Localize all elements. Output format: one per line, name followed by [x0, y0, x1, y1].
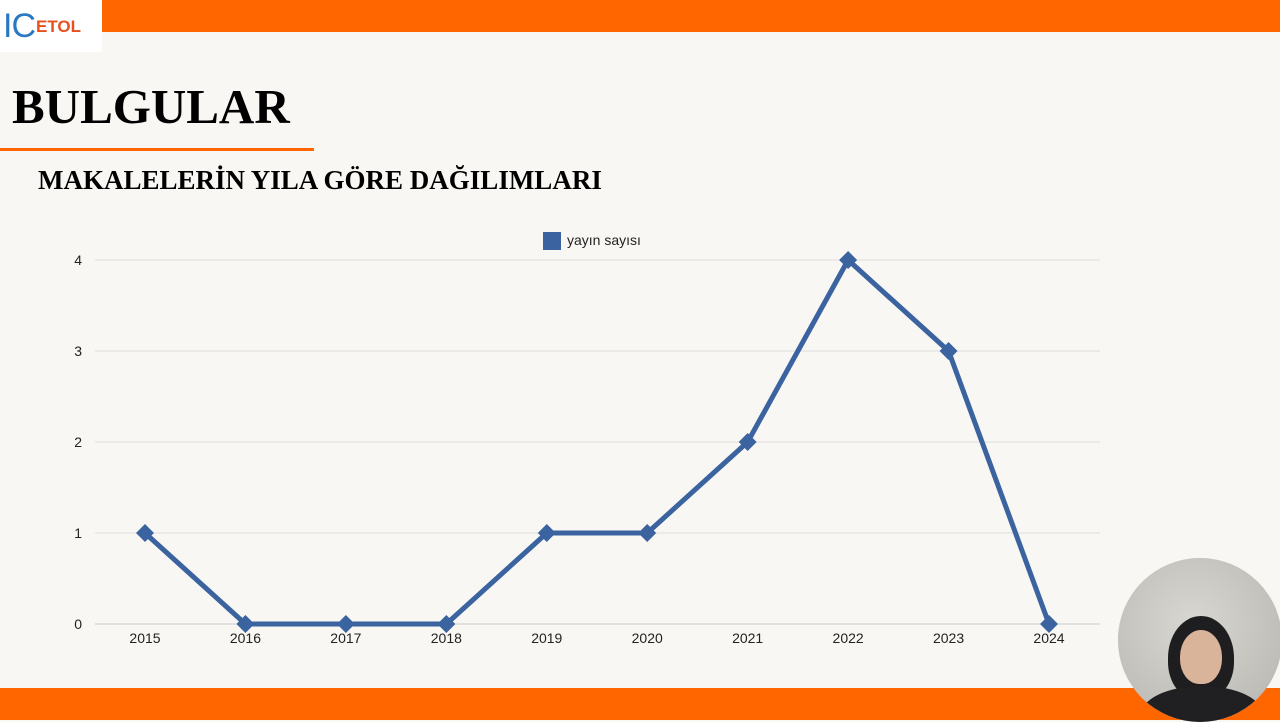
logo-rest: ETOL [36, 16, 82, 36]
icetol-logo: IC ETOL [0, 0, 102, 52]
y-tick-label: 3 [74, 343, 82, 359]
data-point-marker [839, 251, 858, 269]
legend: yayın sayısı [543, 232, 641, 250]
data-point-marker [236, 615, 255, 633]
x-tick-label: 2021 [732, 630, 763, 646]
x-tick-label: 2017 [330, 630, 361, 646]
series-line [142, 257, 1052, 627]
x-tick-label: 2016 [230, 630, 261, 646]
page-title: BULGULAR [12, 79, 290, 134]
y-axis-ticks: 0 1 2 3 4 [74, 252, 82, 632]
data-point-marker [638, 524, 657, 542]
data-point-marker [738, 433, 757, 451]
data-point-marker [1040, 615, 1058, 633]
x-tick-label: 2023 [933, 630, 964, 646]
legend-label: yayın sayısı [567, 232, 641, 248]
data-point-marker [939, 342, 958, 360]
logo-initials: IC [3, 7, 36, 45]
section-subtitle: MAKALELERİN YILA GÖRE DAĞILIMLARI [38, 165, 602, 195]
data-point-marker [136, 524, 154, 542]
bottom-accent-bar [0, 688, 1280, 720]
top-accent-bar [0, 0, 1280, 32]
x-tick-label: 2022 [833, 630, 864, 646]
presenter-webcam [1118, 558, 1280, 722]
x-tick-label: 2024 [1033, 630, 1064, 646]
data-point-marker [336, 615, 355, 633]
title-underline [0, 148, 314, 151]
presenter-face [1180, 630, 1222, 684]
data-point-marker [537, 524, 556, 542]
series-group [136, 251, 1058, 633]
y-tick-label: 1 [74, 525, 82, 541]
x-axis-ticks: 2015 2016 2017 2018 2019 2020 2021 2022 2023 2024 [129, 630, 1064, 646]
y-tick-label: 2 [74, 434, 82, 450]
legend-swatch [543, 232, 561, 250]
x-tick-label: 2020 [632, 630, 663, 646]
x-tick-label: 2015 [129, 630, 160, 646]
data-point-marker [437, 615, 456, 633]
x-tick-label: 2018 [431, 630, 462, 646]
gridlines [95, 259, 1100, 625]
y-tick-label: 4 [74, 252, 82, 268]
y-tick-label: 0 [74, 616, 82, 632]
x-tick-label: 2019 [531, 630, 562, 646]
